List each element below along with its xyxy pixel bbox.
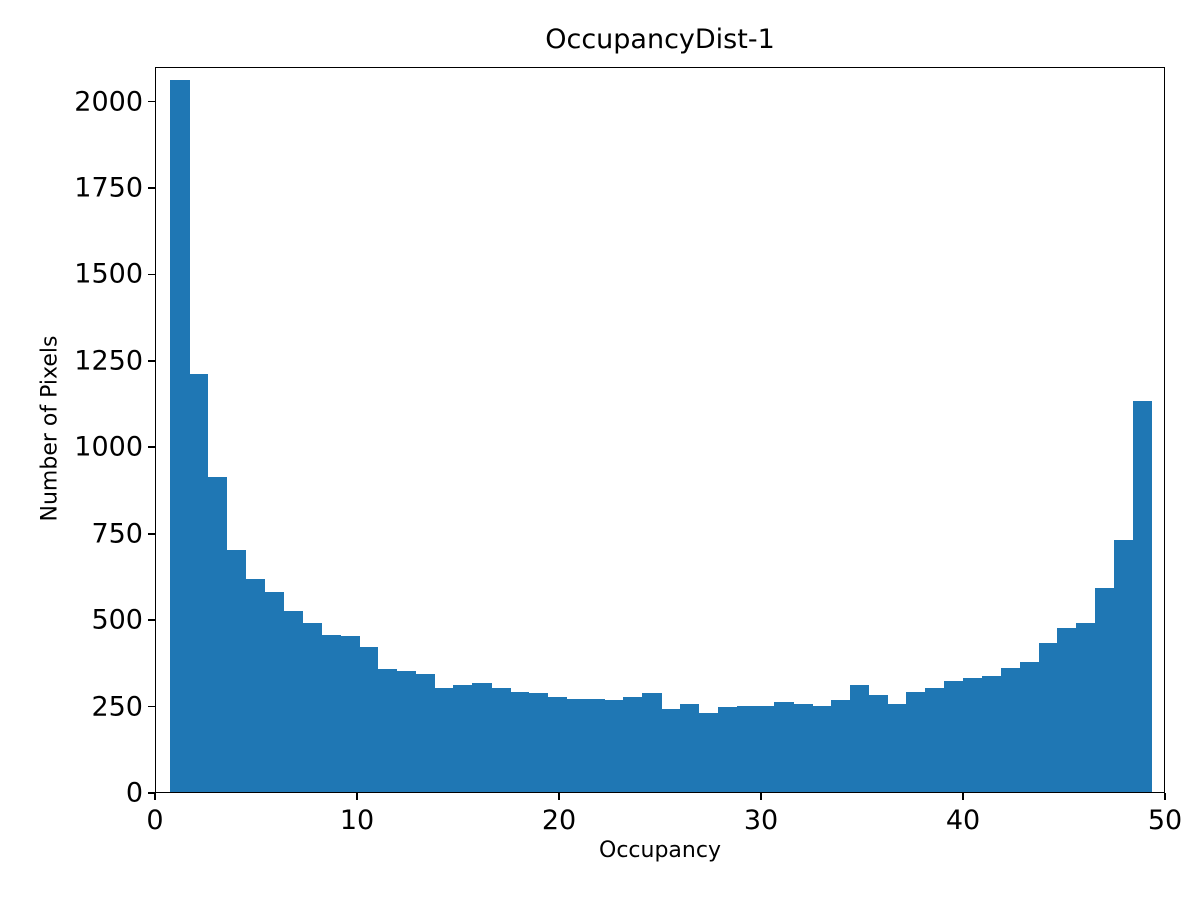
x-axis-tick-label: 30 <box>743 805 779 836</box>
histogram-bar <box>830 700 851 792</box>
y-axis-tick-mark <box>148 705 155 708</box>
y-axis-tick-label: 1250 <box>74 345 143 377</box>
histogram-bar <box>415 674 436 792</box>
plot-area <box>156 68 1164 792</box>
x-axis-tick-mark <box>760 793 762 800</box>
y-axis-tick-mark <box>148 360 155 362</box>
histogram-bar <box>207 477 228 792</box>
histogram-bar <box>189 373 209 792</box>
y-axis-tick-label: 1000 <box>74 431 143 463</box>
histogram-bar <box>981 676 1002 792</box>
y-axis-tick-mark <box>148 792 155 794</box>
histogram-bar <box>1076 622 1096 792</box>
histogram-bar <box>1019 662 1040 792</box>
x-axis-title: Occupancy <box>599 838 721 863</box>
histogram-bar <box>1057 627 1077 792</box>
histogram-bar <box>226 550 247 792</box>
y-axis-tick-mark <box>148 187 155 189</box>
x-axis-tick-label: 0 <box>146 805 164 836</box>
histogram-bar <box>812 705 832 792</box>
histogram-bar <box>925 688 945 792</box>
histogram-bar <box>868 695 889 792</box>
histogram-bar <box>245 579 266 792</box>
plot-axes-frame <box>155 67 1165 793</box>
x-axis-tick-label: 40 <box>945 805 981 836</box>
histogram-bar <box>661 709 681 792</box>
y-axis-tick-label: 500 <box>91 604 143 636</box>
histogram-bar <box>887 703 908 792</box>
histogram-bar <box>434 688 454 792</box>
histogram-bar <box>642 693 662 792</box>
histogram-bar <box>396 671 417 792</box>
histogram-bar <box>547 696 568 792</box>
y-axis-title: Number of Pixels <box>37 335 63 522</box>
x-axis-tick-label: 50 <box>1147 805 1183 836</box>
y-axis-tick-label: 2000 <box>74 86 143 118</box>
histogram-bar <box>377 669 398 792</box>
x-axis-tick-mark <box>1164 793 1166 800</box>
histogram-bar <box>906 691 926 792</box>
histogram-bar <box>1095 588 1115 792</box>
histogram-bar <box>340 636 360 792</box>
histogram-bar <box>1132 401 1153 792</box>
x-axis-tick-mark <box>558 793 560 800</box>
chart-title: OccupancyDist-1 <box>545 24 775 55</box>
histogram-bar <box>774 702 794 792</box>
histogram-bar <box>264 591 284 792</box>
histogram-bar <box>793 703 813 792</box>
histogram-bar <box>528 693 549 792</box>
histogram-bar <box>1000 667 1021 792</box>
histogram-bar <box>358 646 379 792</box>
histogram-bar <box>623 696 643 792</box>
histogram-bar <box>963 677 983 792</box>
histogram-bar <box>283 610 303 792</box>
histogram-bar <box>849 684 870 792</box>
x-axis-tick-mark <box>962 793 964 800</box>
histogram-bar <box>717 707 738 792</box>
y-axis-tick-mark <box>148 619 155 621</box>
x-axis-tick-label: 20 <box>541 805 577 836</box>
histogram-bar <box>1038 643 1059 792</box>
histogram-bar <box>472 683 492 792</box>
histogram-bars <box>156 68 1164 792</box>
histogram-bar <box>453 684 473 792</box>
histogram-bar <box>679 703 700 792</box>
y-axis-tick-label: 0 <box>125 777 143 809</box>
histogram-bar <box>755 705 775 792</box>
histogram-bar <box>302 622 322 792</box>
histogram-bar <box>736 705 756 792</box>
y-axis-tick-mark <box>148 100 155 103</box>
histogram-bar <box>491 688 511 792</box>
y-axis-tick-mark <box>148 273 155 276</box>
histogram-bar <box>1114 539 1134 792</box>
histogram-bar <box>604 700 624 792</box>
y-axis-tick-label: 250 <box>91 691 143 723</box>
y-axis-tick-mark <box>148 532 155 535</box>
y-axis-tick-label: 1750 <box>74 172 143 204</box>
histogram-bar <box>585 698 605 792</box>
histogram-bar <box>944 681 964 792</box>
y-axis-tick-label: 1500 <box>74 258 143 290</box>
x-axis-tick-label: 10 <box>339 805 375 836</box>
histogram-bar <box>698 712 719 792</box>
histogram-bar <box>170 79 190 792</box>
histogram-bar <box>509 691 530 792</box>
y-axis-tick-mark <box>148 446 155 449</box>
x-axis-tick-mark <box>154 793 156 800</box>
y-axis-tick-label: 750 <box>91 518 143 550</box>
histogram-bar <box>566 698 587 792</box>
histogram-bar <box>321 634 341 792</box>
x-axis-tick-mark <box>356 793 358 800</box>
